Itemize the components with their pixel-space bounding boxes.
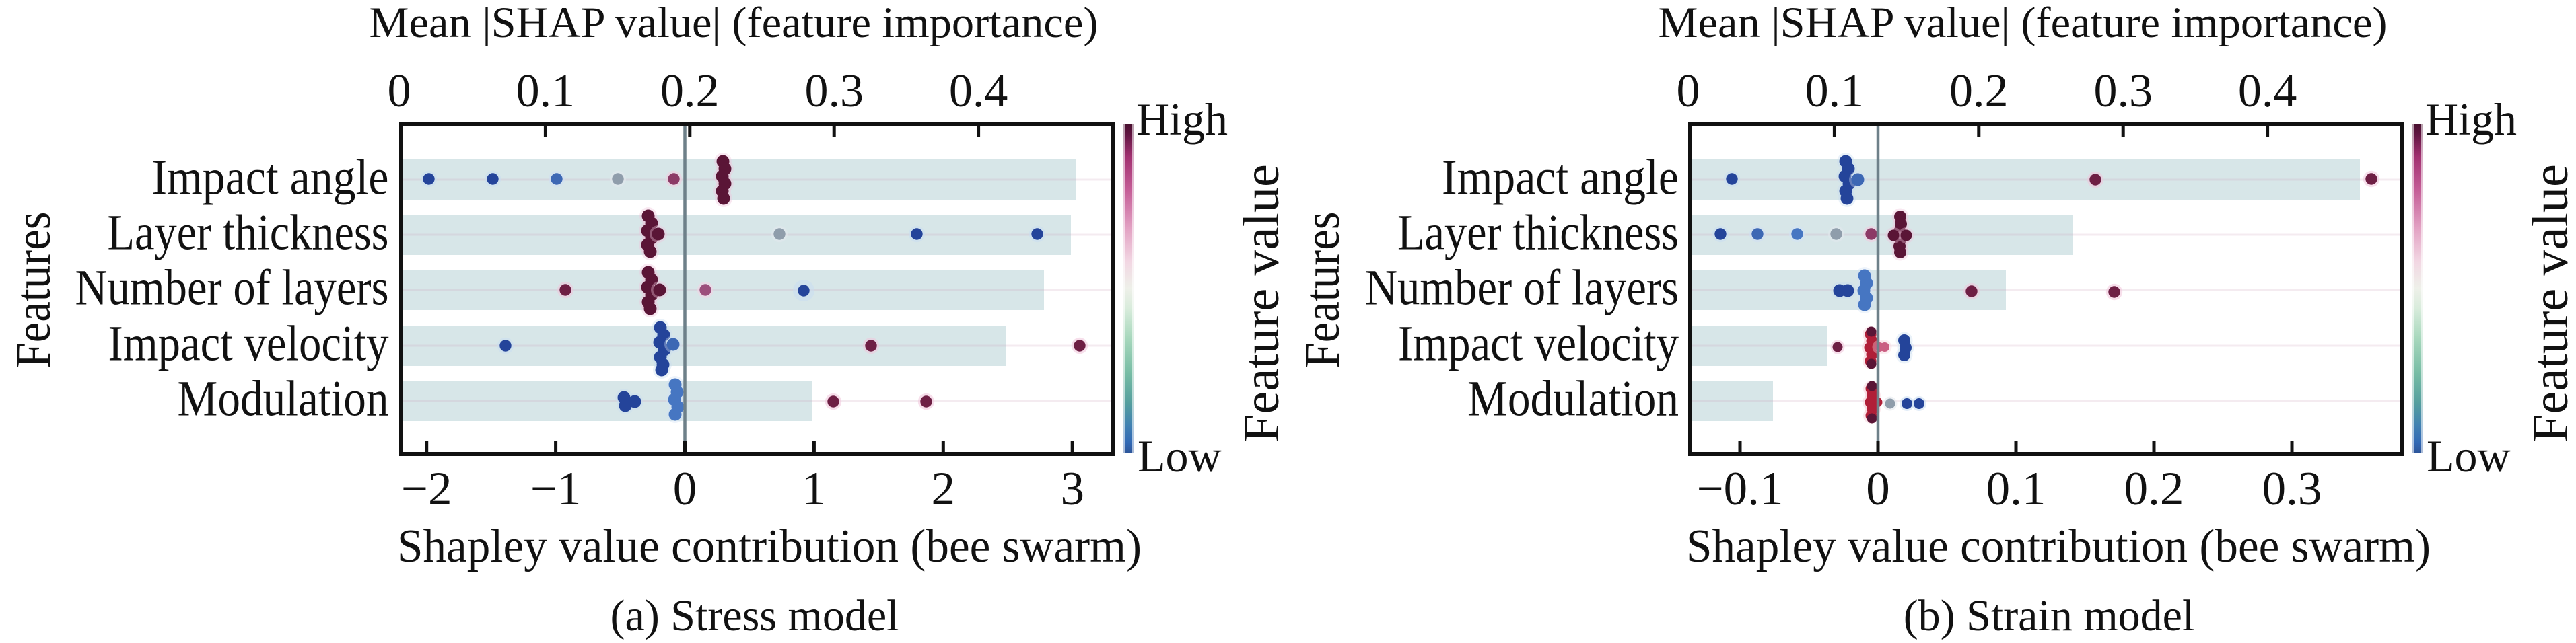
svg-text:High: High (1136, 93, 1228, 145)
svg-text:Feature value: Feature value (1233, 164, 1290, 443)
svg-text:Modulation: Modulation (1467, 371, 1679, 427)
svg-text:−1: −1 (530, 463, 582, 515)
svg-text:Impact velocity: Impact velocity (1398, 316, 1679, 372)
svg-text:Features: Features (5, 212, 61, 369)
svg-text:Low: Low (1138, 430, 1222, 482)
svg-text:2: 2 (932, 463, 956, 515)
svg-text:Shapley value contribution (be: Shapley value contribution (bee swarm) (1686, 521, 2431, 572)
svg-text:Number of layers: Number of layers (75, 260, 389, 316)
svg-text:0.1: 0.1 (1986, 463, 2046, 515)
svg-text:Impact angle: Impact angle (1442, 150, 1679, 206)
svg-text:Layer thickness: Layer thickness (108, 205, 389, 261)
svg-text:Number of layers: Number of layers (1365, 260, 1679, 316)
svg-text:Shapley value contribution (be: Shapley value contribution (bee swarm) (397, 521, 1142, 572)
svg-text:0: 0 (673, 463, 697, 515)
svg-text:0: 0 (388, 65, 411, 117)
svg-text:0.3: 0.3 (804, 65, 864, 117)
svg-text:0.4: 0.4 (949, 65, 1008, 117)
svg-text:1: 1 (802, 463, 827, 515)
svg-text:0.2: 0.2 (1949, 65, 2009, 117)
svg-text:Low: Low (2427, 430, 2511, 482)
svg-text:−2: −2 (401, 463, 452, 515)
svg-text:Layer thickness: Layer thickness (1397, 205, 1679, 261)
svg-text:Feature value: Feature value (2522, 164, 2576, 443)
svg-text:Modulation: Modulation (178, 371, 389, 427)
svg-text:Mean |SHAP value| (feature imp: Mean |SHAP value| (feature importance) (370, 0, 1099, 47)
svg-text:Mean |SHAP value| (feature imp: Mean |SHAP value| (feature importance) (1659, 0, 2388, 47)
svg-text:0.3: 0.3 (2093, 65, 2153, 117)
svg-text:Impact velocity: Impact velocity (108, 316, 389, 372)
svg-text:(b) Strain model: (b) Strain model (1904, 591, 2195, 640)
svg-text:0.2: 0.2 (2124, 463, 2184, 515)
svg-text:−0.1: −0.1 (1697, 463, 1784, 515)
svg-text:(a) Stress model: (a) Stress model (611, 591, 899, 640)
svg-text:0: 0 (1866, 463, 1890, 515)
svg-text:Features: Features (1294, 212, 1350, 369)
svg-text:0.1: 0.1 (516, 65, 576, 117)
svg-text:0.2: 0.2 (660, 65, 720, 117)
svg-text:0.1: 0.1 (1805, 65, 1865, 117)
svg-text:High: High (2425, 93, 2517, 145)
svg-text:0: 0 (1677, 65, 1700, 117)
svg-text:0.3: 0.3 (2262, 463, 2322, 515)
svg-text:0.4: 0.4 (2238, 65, 2297, 117)
svg-text:Impact angle: Impact angle (152, 150, 389, 206)
svg-text:3: 3 (1060, 463, 1084, 515)
